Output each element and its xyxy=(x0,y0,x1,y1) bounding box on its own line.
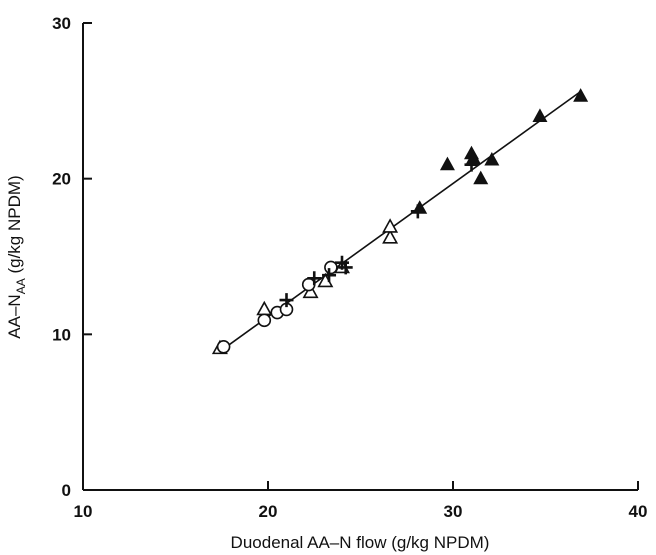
y-axis-title: AA–NAA (g/kg NPDM) xyxy=(5,175,28,338)
point-open-circle xyxy=(257,313,272,328)
point-filled-triangle xyxy=(532,108,548,122)
y-tick-label: 20 xyxy=(52,170,71,189)
point-filled-triangle xyxy=(484,151,500,166)
point-plus xyxy=(279,293,294,308)
y-tick-label: 30 xyxy=(52,14,71,33)
point-plus xyxy=(307,271,322,286)
x-tick-label: 10 xyxy=(74,502,93,521)
x-axis-title: Duodenal AA–N flow (g/kg NPDM) xyxy=(231,533,490,552)
x-tick-label: 40 xyxy=(629,502,648,521)
point-plus xyxy=(338,260,353,275)
x-tick-label: 30 xyxy=(444,502,463,521)
point-filled-triangle xyxy=(465,150,481,164)
point-plus xyxy=(322,268,337,283)
y-tick-label: 0 xyxy=(62,481,71,500)
axes xyxy=(82,23,638,491)
point-open-triangle xyxy=(302,283,319,299)
point-filled-triangle xyxy=(439,156,455,171)
y-axis-title-rest: (g/kg NPDM) xyxy=(5,175,24,278)
point-filled-triangle xyxy=(573,88,589,102)
point-open-triangle xyxy=(382,229,399,244)
point-filled-triangle xyxy=(473,170,489,185)
point-filled-triangle xyxy=(412,200,428,214)
y-axis-title-main: AA–N xyxy=(5,294,24,338)
data-points xyxy=(211,88,589,355)
y-tick-label: 10 xyxy=(52,325,71,344)
point-open-circle xyxy=(301,277,316,292)
x-tick-label: 20 xyxy=(259,502,278,521)
y-axis-title-sub: AA xyxy=(14,278,28,294)
point-open-triangle xyxy=(382,218,399,233)
point-open-circle xyxy=(216,339,231,354)
point-open-triangle xyxy=(256,300,273,316)
